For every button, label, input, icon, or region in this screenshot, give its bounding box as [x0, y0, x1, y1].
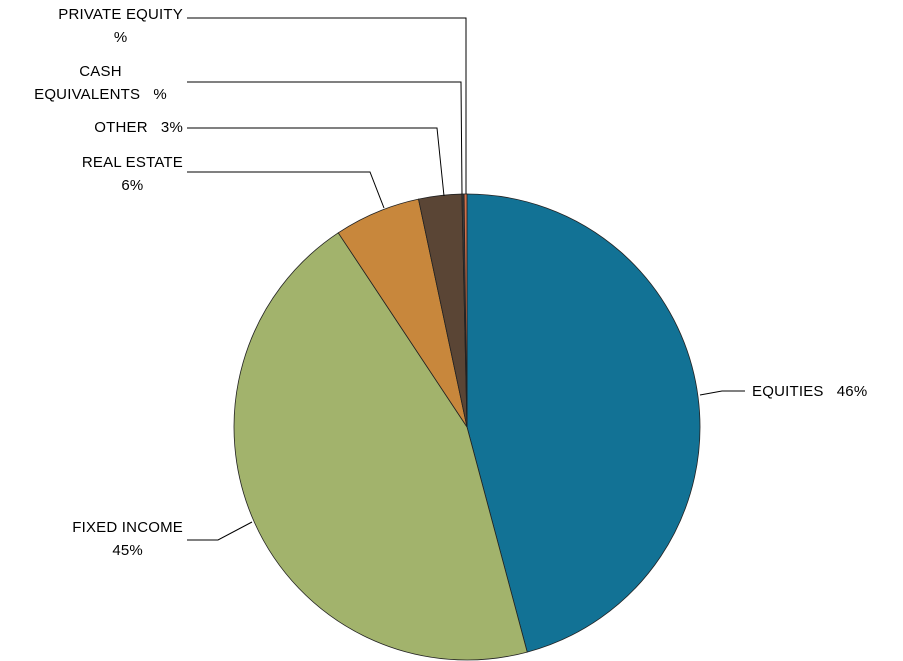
value-label: 46%	[836, 383, 868, 400]
slice-label: OTHER 3%	[94, 116, 183, 139]
slice-label: EQUITIES 46%	[752, 380, 867, 403]
value-label: 3%	[160, 119, 183, 136]
category-label: OTHER	[94, 119, 148, 136]
slice-label: CASH EQUIVALENTS %	[18, 60, 183, 106]
pie-slice	[466, 193, 701, 653]
value-label: 6%	[121, 177, 144, 194]
leader-line	[699, 390, 745, 396]
category-label: REAL ESTATE	[81, 154, 183, 171]
pie-slice	[463, 193, 468, 428]
leader-line	[187, 127, 445, 197]
category-label: PRIVATE EQUITY	[58, 6, 183, 23]
leader-line	[187, 17, 467, 194]
slice-label: REAL ESTATE 6%	[82, 151, 183, 197]
pie-slice	[233, 232, 528, 661]
leader-line	[187, 81, 463, 195]
category-label: CASH EQUIVALENTS	[34, 63, 141, 103]
slice-label: PRIVATE EQUITY%	[58, 3, 183, 49]
value-label: %	[153, 86, 167, 103]
category-label: EQUITIES	[752, 383, 824, 400]
slice-label: FIXED INCOME 45%	[72, 516, 183, 562]
leader-line	[187, 171, 385, 209]
category-label: FIXED INCOME	[72, 519, 183, 536]
leader-line	[187, 521, 253, 541]
value-label: 45%	[112, 542, 143, 559]
value-label: %	[113, 29, 128, 46]
